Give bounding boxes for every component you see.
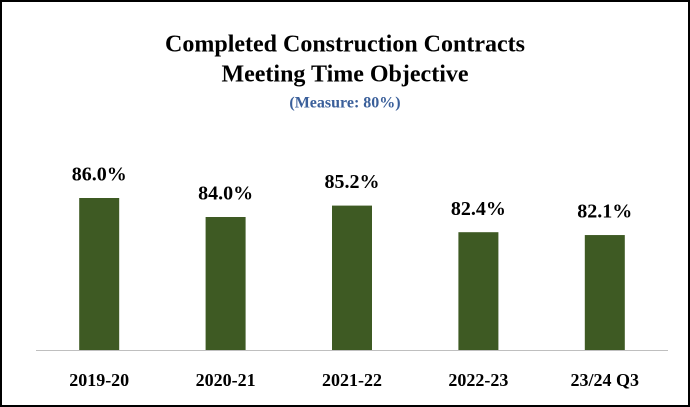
x-tick-label: 2022-23: [448, 370, 508, 390]
data-label: 86.0%: [72, 164, 127, 186]
bar: [458, 232, 499, 350]
x-tick-label: 23/24 Q3: [571, 370, 640, 390]
data-label: 82.1%: [577, 201, 632, 223]
chart-title: Completed Construction Contracts: [165, 32, 525, 58]
bar: [205, 217, 246, 350]
bar: [584, 235, 625, 350]
chart-subtitle: (Measure: 80%): [289, 95, 400, 112]
bar: [332, 205, 372, 350]
x-tick-label: 2020-21: [196, 370, 256, 390]
data-label: 85.2%: [325, 171, 380, 193]
x-tick-label: 2021-22: [322, 370, 382, 390]
data-label: 82.4%: [451, 198, 506, 220]
chart-title: Meeting Time Objective: [221, 62, 468, 88]
x-tick-label: 2019-20: [69, 370, 129, 390]
bar: [79, 198, 120, 350]
data-label: 84.0%: [198, 183, 253, 205]
